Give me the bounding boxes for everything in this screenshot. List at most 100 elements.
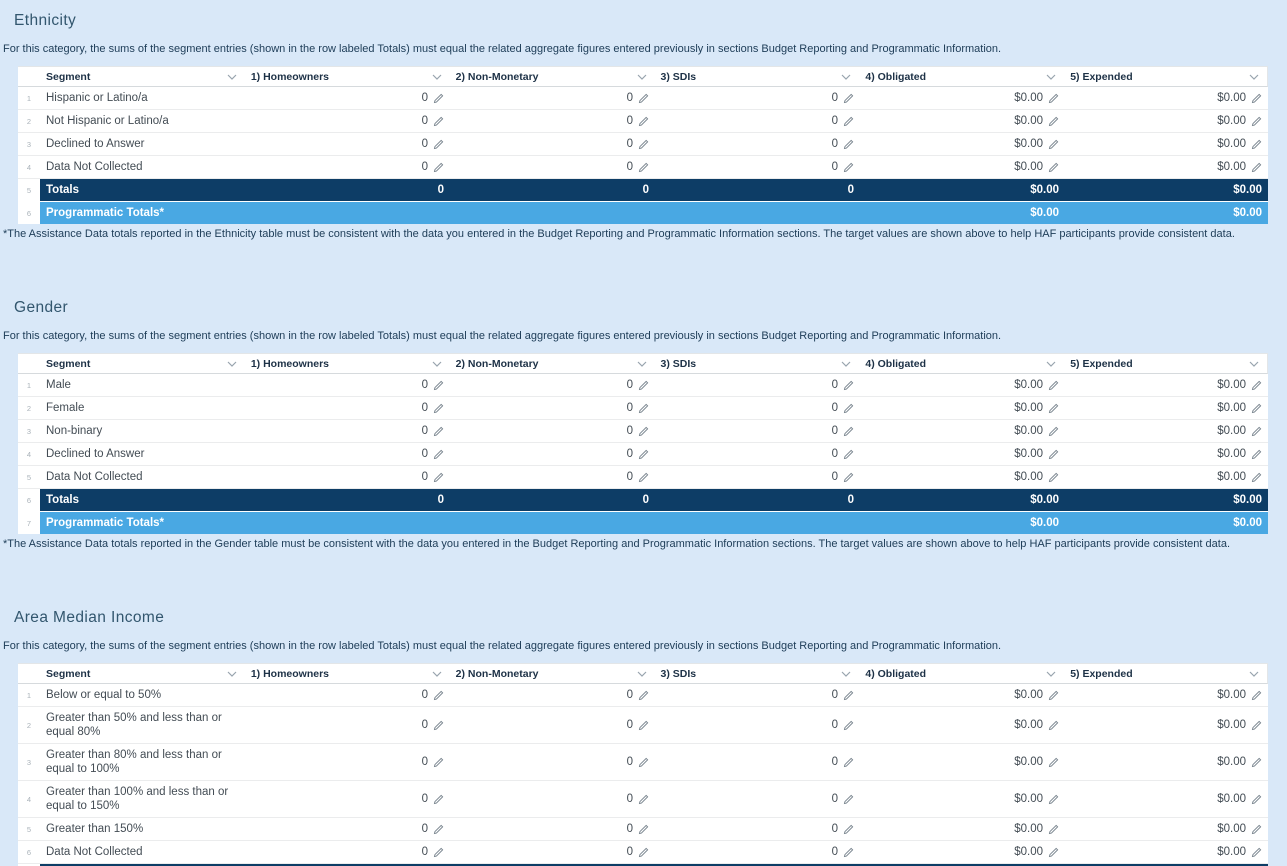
edit-pencil-icon[interactable]	[638, 847, 649, 858]
edit-pencil-icon[interactable]	[843, 690, 854, 701]
edit-pencil-icon[interactable]	[638, 824, 649, 835]
chevron-down-icon[interactable]	[432, 361, 442, 367]
edit-pencil-icon[interactable]	[1048, 426, 1059, 437]
edit-pencil-icon[interactable]	[843, 757, 854, 768]
edit-pencil-icon[interactable]	[1048, 472, 1059, 483]
column-header-5-expended[interactable]: 5) Expended	[1064, 354, 1267, 373]
edit-pencil-icon[interactable]	[638, 116, 649, 127]
edit-pencil-icon[interactable]	[1251, 690, 1262, 701]
edit-pencil-icon[interactable]	[1251, 720, 1262, 731]
edit-pencil-icon[interactable]	[843, 380, 854, 391]
edit-pencil-icon[interactable]	[638, 380, 649, 391]
edit-pencil-icon[interactable]	[638, 93, 649, 104]
column-header-2-non-monetary[interactable]: 2) Non-Monetary	[450, 354, 655, 373]
edit-pencil-icon[interactable]	[1251, 794, 1262, 805]
chevron-down-icon[interactable]	[1249, 671, 1259, 677]
edit-pencil-icon[interactable]	[843, 139, 854, 150]
edit-pencil-icon[interactable]	[843, 116, 854, 127]
edit-pencil-icon[interactable]	[1251, 403, 1262, 414]
column-header-4-obligated[interactable]: 4) Obligated	[859, 354, 1064, 373]
edit-pencil-icon[interactable]	[638, 139, 649, 150]
chevron-down-icon[interactable]	[841, 671, 851, 677]
edit-pencil-icon[interactable]	[1048, 690, 1059, 701]
edit-pencil-icon[interactable]	[433, 139, 444, 150]
chevron-down-icon[interactable]	[637, 671, 647, 677]
edit-pencil-icon[interactable]	[1048, 794, 1059, 805]
chevron-down-icon[interactable]	[432, 74, 442, 80]
edit-pencil-icon[interactable]	[1251, 449, 1262, 460]
edit-pencil-icon[interactable]	[638, 757, 649, 768]
edit-pencil-icon[interactable]	[843, 449, 854, 460]
column-header-1-homeowners[interactable]: 1) Homeowners	[245, 354, 450, 373]
chevron-down-icon[interactable]	[841, 361, 851, 367]
chevron-down-icon[interactable]	[227, 671, 237, 677]
edit-pencil-icon[interactable]	[433, 116, 444, 127]
edit-pencil-icon[interactable]	[1048, 93, 1059, 104]
column-header-3-sdis[interactable]: 3) SDIs	[655, 354, 860, 373]
edit-pencil-icon[interactable]	[1251, 116, 1262, 127]
edit-pencil-icon[interactable]	[433, 757, 444, 768]
chevron-down-icon[interactable]	[1249, 361, 1259, 367]
edit-pencil-icon[interactable]	[1048, 116, 1059, 127]
column-header-1-homeowners[interactable]: 1) Homeowners	[245, 67, 450, 86]
edit-pencil-icon[interactable]	[433, 449, 444, 460]
chevron-down-icon[interactable]	[1249, 74, 1259, 80]
edit-pencil-icon[interactable]	[638, 426, 649, 437]
column-header-4-obligated[interactable]: 4) Obligated	[859, 67, 1064, 86]
edit-pencil-icon[interactable]	[638, 472, 649, 483]
edit-pencil-icon[interactable]	[843, 720, 854, 731]
edit-pencil-icon[interactable]	[1048, 720, 1059, 731]
edit-pencil-icon[interactable]	[433, 824, 444, 835]
edit-pencil-icon[interactable]	[433, 162, 444, 173]
edit-pencil-icon[interactable]	[1048, 847, 1059, 858]
edit-pencil-icon[interactable]	[638, 690, 649, 701]
edit-pencil-icon[interactable]	[433, 794, 444, 805]
chevron-down-icon[interactable]	[1046, 361, 1056, 367]
edit-pencil-icon[interactable]	[433, 93, 444, 104]
edit-pencil-icon[interactable]	[1048, 757, 1059, 768]
edit-pencil-icon[interactable]	[1048, 139, 1059, 150]
edit-pencil-icon[interactable]	[638, 449, 649, 460]
edit-pencil-icon[interactable]	[1251, 824, 1262, 835]
edit-pencil-icon[interactable]	[433, 426, 444, 437]
chevron-down-icon[interactable]	[1046, 74, 1056, 80]
edit-pencil-icon[interactable]	[1251, 139, 1262, 150]
chevron-down-icon[interactable]	[1046, 671, 1056, 677]
edit-pencil-icon[interactable]	[1251, 426, 1262, 437]
chevron-down-icon[interactable]	[227, 74, 237, 80]
column-header-5-expended[interactable]: 5) Expended	[1064, 664, 1267, 683]
edit-pencil-icon[interactable]	[843, 162, 854, 173]
edit-pencil-icon[interactable]	[843, 426, 854, 437]
edit-pencil-icon[interactable]	[843, 472, 854, 483]
edit-pencil-icon[interactable]	[1048, 824, 1059, 835]
column-header-3-sdis[interactable]: 3) SDIs	[655, 67, 860, 86]
edit-pencil-icon[interactable]	[433, 403, 444, 414]
edit-pencil-icon[interactable]	[433, 380, 444, 391]
edit-pencil-icon[interactable]	[1048, 449, 1059, 460]
chevron-down-icon[interactable]	[841, 74, 851, 80]
edit-pencil-icon[interactable]	[1251, 380, 1262, 391]
column-header-2-non-monetary[interactable]: 2) Non-Monetary	[450, 664, 655, 683]
column-header-4-obligated[interactable]: 4) Obligated	[859, 664, 1064, 683]
edit-pencil-icon[interactable]	[433, 690, 444, 701]
edit-pencil-icon[interactable]	[1048, 380, 1059, 391]
chevron-down-icon[interactable]	[637, 361, 647, 367]
edit-pencil-icon[interactable]	[1251, 847, 1262, 858]
edit-pencil-icon[interactable]	[433, 472, 444, 483]
edit-pencil-icon[interactable]	[843, 847, 854, 858]
edit-pencil-icon[interactable]	[1251, 757, 1262, 768]
column-header-segment[interactable]: Segment	[40, 67, 245, 86]
column-header-2-non-monetary[interactable]: 2) Non-Monetary	[450, 67, 655, 86]
edit-pencil-icon[interactable]	[1048, 403, 1059, 414]
edit-pencil-icon[interactable]	[843, 403, 854, 414]
edit-pencil-icon[interactable]	[843, 93, 854, 104]
edit-pencil-icon[interactable]	[1251, 472, 1262, 483]
edit-pencil-icon[interactable]	[433, 847, 444, 858]
edit-pencil-icon[interactable]	[1251, 93, 1262, 104]
edit-pencil-icon[interactable]	[843, 794, 854, 805]
chevron-down-icon[interactable]	[637, 74, 647, 80]
edit-pencil-icon[interactable]	[1048, 162, 1059, 173]
column-header-3-sdis[interactable]: 3) SDIs	[655, 664, 860, 683]
edit-pencil-icon[interactable]	[843, 824, 854, 835]
edit-pencil-icon[interactable]	[638, 720, 649, 731]
